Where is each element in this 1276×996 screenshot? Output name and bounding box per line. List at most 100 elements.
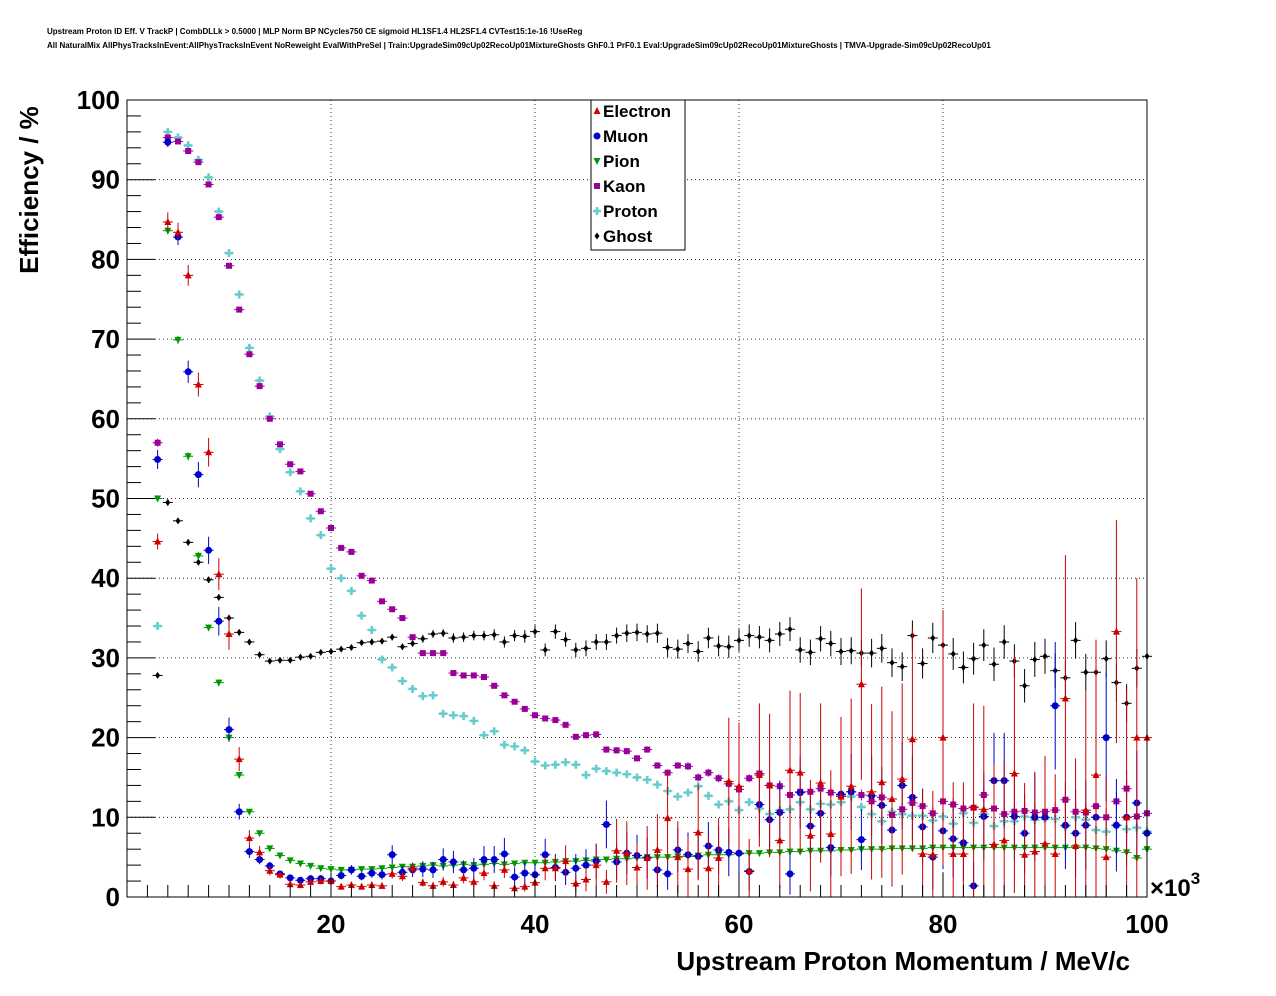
data-point-electron (898, 775, 906, 783)
data-point-muon (572, 864, 580, 872)
data-point-electron (1123, 813, 1131, 821)
data-point-ghost (522, 632, 528, 640)
data-point-kaon (185, 148, 192, 155)
data-point-ghost (705, 634, 711, 642)
legend-label: Proton (603, 202, 658, 221)
data-point-electron (766, 781, 774, 789)
data-point-electron (470, 877, 478, 885)
data-point-electron (164, 217, 172, 225)
data-point-ghost (552, 628, 558, 636)
data-point-pion (235, 772, 243, 780)
data-point-muon (541, 851, 549, 859)
data-point-ghost (838, 648, 844, 656)
data-point-ghost (155, 671, 161, 679)
data-point-ghost (614, 632, 620, 640)
data-point-muon (164, 138, 172, 146)
data-point-pion (205, 624, 213, 632)
data-point-muon (337, 871, 345, 879)
data-point-electron (174, 228, 182, 236)
data-point-ghost (971, 655, 977, 663)
legend-entry-proton: Proton (593, 202, 658, 221)
data-point-ghost (634, 628, 640, 636)
data-point-electron (245, 834, 253, 842)
data-point-kaon (236, 306, 243, 313)
legend-marker-kaon (594, 183, 600, 189)
x-multiplier-base: ×10 (1150, 875, 1191, 902)
data-point-kaon (440, 650, 447, 657)
data-point-kaon (532, 712, 538, 719)
data-point-ghost (430, 630, 436, 638)
data-point-electron (827, 830, 835, 838)
data-point-electron (888, 794, 896, 802)
data-point-proton (163, 127, 172, 136)
data-point-kaon (858, 791, 865, 798)
data-point-electron (1041, 839, 1049, 847)
data-point-ghost (410, 640, 416, 648)
legend-entry-pion: Pion (593, 152, 640, 171)
data-point-proton (490, 727, 499, 736)
data-point-muon (296, 876, 304, 884)
data-point-pion (358, 866, 366, 874)
data-point-pion (215, 679, 223, 687)
data-point-kaon (450, 670, 457, 677)
data-point-electron (347, 881, 355, 889)
data-point-ghost (379, 637, 385, 645)
data-point-electron (551, 864, 559, 872)
x-tick-label: 60 (725, 909, 754, 939)
data-point-ghost (603, 638, 609, 646)
data-point-ghost (848, 647, 854, 655)
data-point-electron (939, 733, 947, 741)
data-point-muon (582, 861, 590, 869)
data-point-electron (755, 771, 763, 779)
data-point-electron (266, 866, 274, 874)
data-point-ghost (879, 644, 885, 652)
data-point-electron (633, 863, 641, 871)
data-point-electron (225, 629, 233, 637)
data-point-proton (857, 802, 866, 811)
data-point-ghost (563, 636, 569, 644)
data-point-proton (245, 343, 254, 352)
data-point-electron (419, 878, 427, 886)
data-point-ghost (369, 638, 375, 646)
data-point-kaon (175, 138, 181, 145)
data-point-electron (276, 870, 284, 878)
data-point-muon (786, 870, 794, 878)
data-point-kaon (460, 672, 467, 679)
data-point-ghost (930, 634, 936, 642)
data-point-proton (255, 376, 264, 385)
data-point-kaon (501, 692, 508, 699)
data-point-muon (225, 726, 233, 734)
data-point-electron (735, 782, 743, 790)
data-point-electron (847, 782, 855, 790)
data-point-muon (439, 856, 447, 864)
data-point-electron (1082, 806, 1090, 814)
data-point-electron (409, 864, 417, 872)
data-point-ghost (685, 640, 691, 648)
data-point-ghost (573, 646, 579, 654)
data-point-ghost (359, 639, 365, 647)
data-point-proton (531, 757, 539, 766)
data-point-electron (806, 831, 814, 839)
data-point-electron (154, 537, 162, 545)
data-point-electron (715, 853, 723, 861)
y-axis-label: Efficiency / % (14, 106, 44, 274)
legend-entry-ghost: Ghost (594, 227, 652, 246)
data-point-muon (480, 856, 488, 864)
data-point-ghost (624, 629, 630, 637)
data-point-kaon (195, 159, 202, 166)
data-point-ghost (991, 660, 997, 668)
data-point-proton (204, 173, 213, 182)
data-point-electron (868, 787, 876, 795)
data-point-ghost (328, 648, 334, 656)
data-point-ghost (297, 653, 303, 661)
data-point-electron (582, 875, 590, 883)
data-point-kaon (634, 755, 640, 762)
data-point-proton (296, 487, 305, 496)
legend-label: Ghost (603, 227, 652, 246)
data-point-proton (408, 684, 417, 693)
data-point-pion (276, 852, 284, 860)
data-point-ghost (695, 648, 701, 656)
data-point-electron (235, 755, 243, 763)
data-point-muon (286, 874, 294, 882)
data-point-kaon (338, 544, 345, 551)
